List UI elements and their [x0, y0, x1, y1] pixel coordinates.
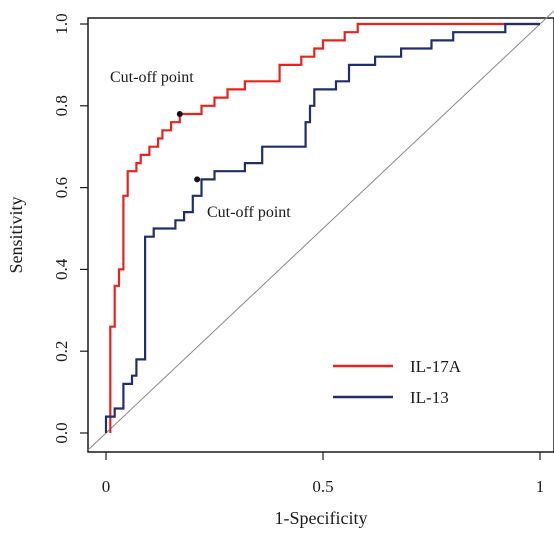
cutoff-annotation-il17a: Cut-off point: [110, 69, 194, 86]
y-tick-label: 0.4: [52, 258, 71, 280]
series-line-il17a: [109, 22, 540, 433]
legend-label-il13: IL-13: [410, 388, 449, 407]
y-tick-label: 0.8: [52, 95, 71, 116]
cutoff-point-il17a: [176, 110, 183, 117]
y-tick-label: 0.0: [52, 422, 71, 443]
plot-frame: [87, 17, 554, 453]
x-tick-label: 0.5: [312, 477, 333, 496]
y-tick-label: 0.6: [52, 177, 71, 198]
y-tick-label: 1.0: [52, 13, 71, 34]
legend: IL-17A IL-13: [333, 357, 462, 407]
legend-label-il17a: IL-17A: [410, 357, 462, 376]
x-tick-label: 0: [102, 477, 111, 496]
y-tick-label: 0.2: [52, 341, 71, 362]
y-axis-title: Sensitivity: [6, 196, 26, 273]
x-tick-label: 1: [536, 477, 545, 496]
series-line-il13: [104, 22, 540, 433]
reference-diagonal: [87, 10, 554, 451]
cutoff-annotation-il13: Cut-off point: [207, 204, 291, 221]
cutoff-point-il13: [194, 176, 201, 183]
x-axis-title: 1-Specificity: [275, 508, 368, 528]
